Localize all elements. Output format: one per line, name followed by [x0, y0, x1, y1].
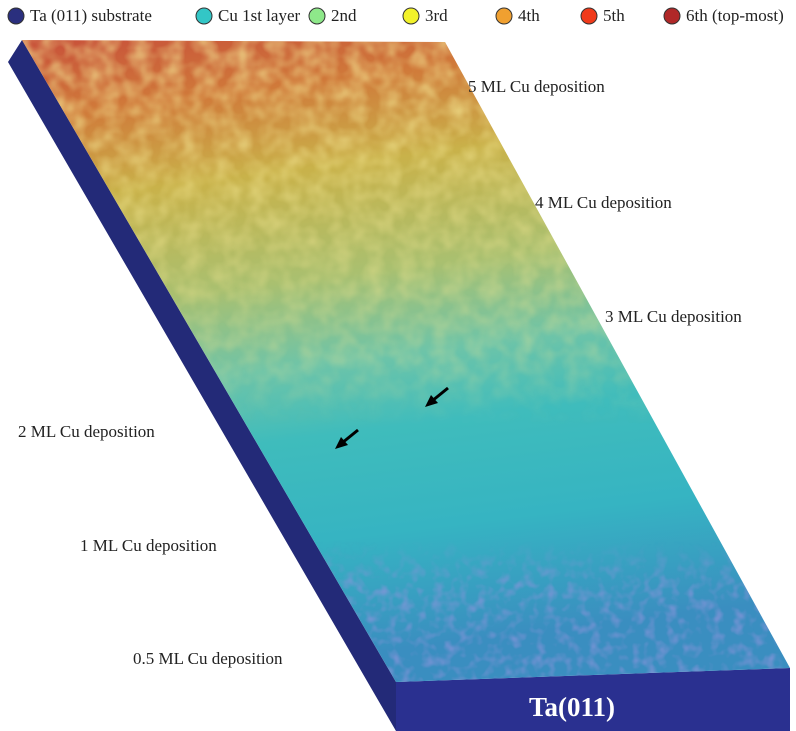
legend-label: Cu 1st layer [218, 6, 300, 25]
legend-swatch [309, 8, 325, 24]
legend-label: 3rd [425, 6, 448, 25]
annotation: 3 ML Cu deposition [605, 307, 742, 326]
legend-label: 6th (top-most) [686, 6, 784, 25]
substrate-label: Ta(011) [529, 692, 615, 722]
legend-label: Ta (011) substrate [30, 6, 152, 25]
legend-swatch [8, 8, 24, 24]
annotation: 2 ML Cu deposition [18, 422, 155, 441]
figure: Ta (011) substrate Cu 1st layer 2nd 3rd 4th 5… [0, 0, 796, 731]
annotation: 4 ML Cu deposition [535, 193, 672, 212]
legend-label: 4th [518, 6, 540, 25]
surface-texture [0, 40, 796, 682]
legend-swatch [403, 8, 419, 24]
annotation: 0.5 ML Cu deposition [133, 649, 283, 668]
legend-label: 5th [603, 6, 625, 25]
annotation: 5 ML Cu deposition [468, 77, 605, 96]
legend-swatch [496, 8, 512, 24]
legend-swatch [196, 8, 212, 24]
legend: Ta (011) substrate Cu 1st layer 2nd 3rd 4th 5… [8, 6, 784, 25]
legend-label: 2nd [331, 6, 357, 25]
annotation: 1 ML Cu deposition [80, 536, 217, 555]
legend-swatch [581, 8, 597, 24]
legend-swatch [664, 8, 680, 24]
